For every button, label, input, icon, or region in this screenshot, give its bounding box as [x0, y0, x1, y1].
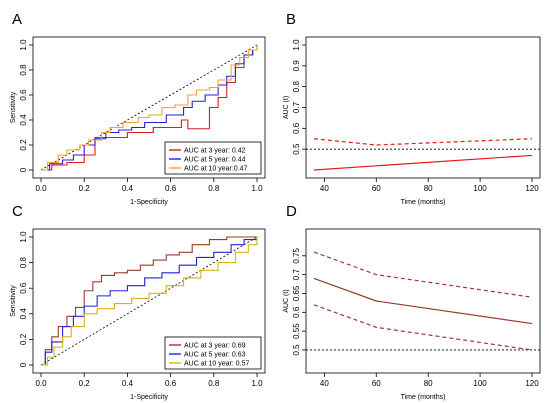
- y-axis-title: AUC (t): [283, 96, 290, 119]
- x-tick-label: 0.8: [208, 184, 220, 193]
- x-tick-label: 0.6: [165, 184, 177, 193]
- x-axis-title: 1-Specificity: [130, 394, 168, 401]
- x-axis-title: 1-Specificity: [130, 199, 168, 206]
- x-tick-label: 0.4: [122, 379, 134, 388]
- y-tick-label: 0: [19, 362, 28, 367]
- x-tick-label: 1.0: [251, 379, 263, 388]
- y-axis-title: Sensitivity: [10, 285, 17, 317]
- y-tick-label: 0.8: [19, 256, 28, 268]
- y-tick-label: 0.6: [19, 282, 28, 294]
- y-tick-label: 0.7: [292, 269, 301, 281]
- x-tick-label: 0.4: [122, 184, 134, 193]
- y-tick-label: 0.5: [292, 143, 301, 155]
- y-tick-label: 0.65: [292, 285, 301, 301]
- x-tick-label: 120: [525, 379, 539, 388]
- plot-frame: [32, 36, 266, 179]
- roc-curve-1: [41, 236, 257, 366]
- x-tick-label: 0.2: [79, 379, 91, 388]
- y-axis-title: AUC (t): [283, 289, 290, 312]
- x-tick-label: 100: [473, 379, 487, 388]
- y-tick-label: 0.8: [19, 64, 28, 76]
- auc-dashed-line-3: [313, 304, 533, 351]
- y-tick-label: 0.8: [292, 81, 301, 93]
- panel-letter: D: [286, 203, 297, 220]
- y-tick-label: 1.0: [19, 231, 28, 243]
- y-tick-label: 0.9: [292, 60, 301, 72]
- legend-label-1: AUC at 3 year: 0.42: [184, 148, 246, 155]
- roc-curve-1: [41, 45, 258, 171]
- x-tick-label: 1.0: [251, 184, 263, 193]
- x-tick-label: 100: [473, 184, 487, 193]
- x-tick-label: 80: [424, 184, 433, 193]
- auc-dashed-line-2: [313, 138, 533, 146]
- x-tick-label: 60: [372, 379, 381, 388]
- plot-frame: [305, 228, 541, 374]
- y-tick-label: 1.0: [292, 39, 301, 51]
- x-tick-label: 80: [424, 379, 433, 388]
- x-tick-label: 40: [320, 379, 329, 388]
- y-tick-label: 0.2: [19, 333, 28, 345]
- y-tick-label: 0.75: [292, 247, 301, 263]
- y-tick-label: 0.6: [292, 306, 301, 318]
- x-tick-label: 0.2: [79, 184, 91, 193]
- x-axis-title: Time (months): [401, 199, 446, 206]
- x-tick-label: 0.6: [165, 379, 177, 388]
- roc-curve-3: [41, 237, 258, 366]
- x-tick-label: 0.0: [35, 379, 47, 388]
- x-tick-label: 120: [525, 184, 539, 193]
- y-tick-label: 0.4: [19, 114, 28, 126]
- x-tick-label: 40: [320, 184, 329, 193]
- x-tick-label: 60: [372, 184, 381, 193]
- legend-label-2: AUC at 5 year: 0.44: [184, 157, 246, 164]
- auc-dashed-line-2: [313, 251, 533, 298]
- y-tick-label: 0.6: [292, 122, 301, 134]
- roc-curve-3: [41, 45, 258, 171]
- y-tick-label: 0.55: [292, 323, 301, 339]
- y-tick-label: 0.6: [19, 89, 28, 101]
- legend-label-1: AUC at 3 year: 0.69: [184, 343, 246, 350]
- panel-letter: B: [286, 11, 296, 28]
- panel-b: B 40 60 80 100 120 0.5 0.6 0.7 0.8 0.9 1.0 Time (mon…: [283, 11, 541, 206]
- y-tick-label: 0: [19, 167, 28, 172]
- auc-solid-line-1: [313, 277, 533, 325]
- legend-label-3: AUC at 10 year:0.47: [184, 166, 248, 173]
- panel-c: C 0.0 0.2 0.4 0.6 0.8 1.0 0 0.2 0.4 0.6 0.8 1.0 1-Spe…: [10, 203, 266, 401]
- diagonal-reference-line: [40, 44, 258, 171]
- diagonal-reference-line: [40, 236, 258, 366]
- y-tick-label: 0.5: [292, 344, 301, 356]
- y-tick-label: 0.7: [292, 101, 301, 113]
- panel-letter: A: [12, 11, 22, 28]
- panel-d: D 40 60 80 100 120 0.5 0.55 0.6 0.65 0.7 0.75 Time (…: [283, 203, 541, 401]
- panel-a: A 0.0 0.2 0.4 0.6 0.8 1.0 0 0.2 0.4 0.6 0.8 1.0 1-Spe…: [10, 11, 266, 206]
- legend-label-2: AUC at 5 year: 0.63: [184, 352, 246, 359]
- x-tick-label: 0.0: [35, 184, 47, 193]
- x-axis-title: Time (months): [401, 394, 446, 401]
- plot-frame: [32, 228, 266, 374]
- roc-curve-2: [41, 45, 258, 171]
- y-tick-label: 0.2: [19, 139, 28, 151]
- y-tick-label: 1.0: [19, 39, 28, 51]
- y-tick-label: 0.4: [19, 308, 28, 320]
- panel-letter: C: [12, 203, 23, 220]
- auc-solid-line-1: [313, 154, 533, 171]
- x-tick-label: 0.8: [208, 379, 220, 388]
- y-axis-title: Sensitivity: [10, 91, 17, 123]
- legend-label-3: AUC at 10 year: 0.57: [184, 361, 249, 368]
